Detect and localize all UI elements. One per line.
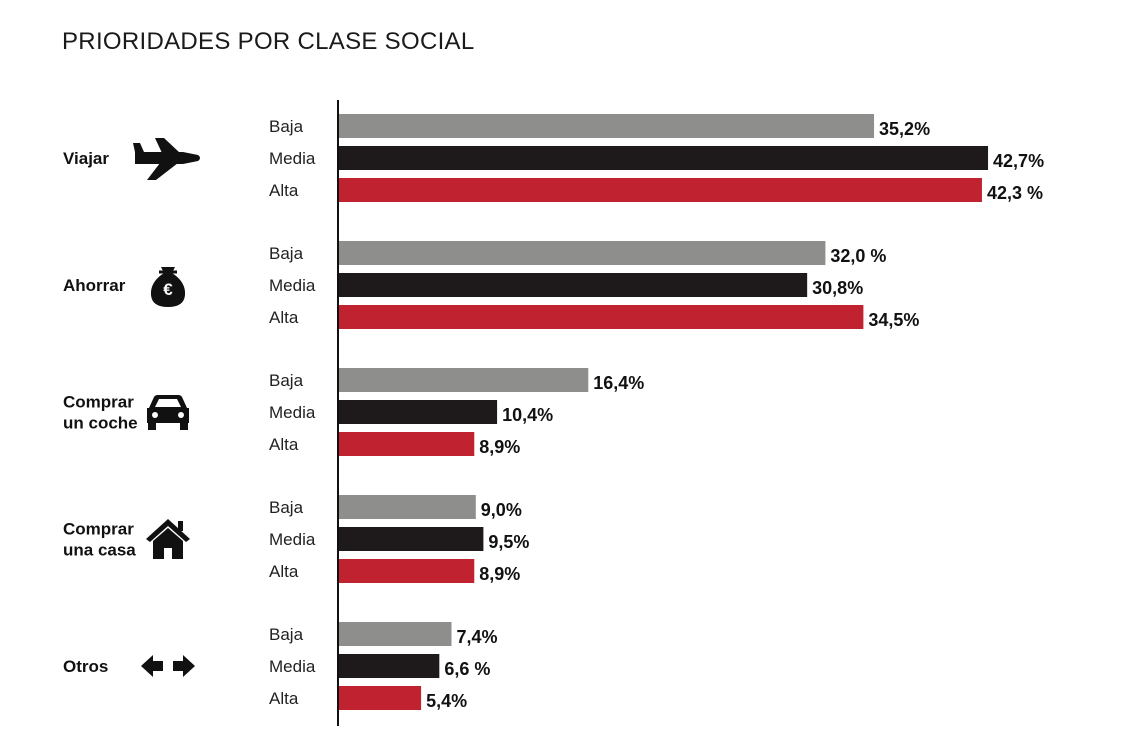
level-label: Baja bbox=[269, 117, 304, 136]
arrow-right bbox=[173, 655, 195, 677]
category-label: Viajar bbox=[63, 149, 109, 168]
bar bbox=[339, 686, 422, 710]
house-body bbox=[153, 528, 183, 559]
level-label: Baja bbox=[269, 625, 304, 644]
left-right-arrows-icon bbox=[141, 655, 195, 677]
airplane-fuselage bbox=[135, 152, 200, 164]
category-label: un coche bbox=[63, 414, 138, 433]
data-label: 5,4% bbox=[426, 691, 467, 711]
bar bbox=[339, 305, 864, 329]
level-label: Baja bbox=[269, 244, 304, 263]
bar bbox=[339, 273, 808, 297]
data-label: 42,3 % bbox=[987, 183, 1043, 203]
data-label: 9,0% bbox=[481, 500, 522, 520]
level-label: Media bbox=[269, 403, 316, 422]
level-label: Alta bbox=[269, 181, 299, 200]
category-label: Otros bbox=[63, 657, 108, 676]
level-label: Media bbox=[269, 276, 316, 295]
bar bbox=[339, 495, 476, 519]
euro-symbol: € bbox=[163, 280, 173, 299]
bar bbox=[339, 527, 484, 551]
money-bag-shape bbox=[150, 267, 186, 307]
car-wheel-right bbox=[180, 422, 188, 430]
bar bbox=[339, 559, 475, 583]
data-label: 8,9% bbox=[479, 437, 520, 457]
level-label: Media bbox=[269, 530, 316, 549]
data-label: 42,7% bbox=[993, 151, 1044, 171]
car-headlight-right bbox=[178, 412, 184, 418]
bar bbox=[339, 432, 475, 456]
level-label: Alta bbox=[269, 689, 299, 708]
level-label: Baja bbox=[269, 498, 304, 517]
level-label: Alta bbox=[269, 308, 299, 327]
bar bbox=[339, 146, 989, 170]
bar bbox=[339, 654, 440, 678]
bar bbox=[339, 622, 452, 646]
bar bbox=[339, 178, 982, 202]
category-label: Comprar bbox=[63, 393, 134, 412]
airplane-icon bbox=[133, 138, 200, 180]
airplane-wing-top bbox=[155, 138, 180, 153]
car-headlight-left bbox=[152, 412, 158, 418]
house-chimney bbox=[178, 521, 183, 531]
house-roof bbox=[146, 519, 190, 542]
bar bbox=[339, 400, 498, 424]
category-label: Ahorrar bbox=[63, 276, 126, 295]
bar bbox=[339, 114, 875, 138]
level-label: Baja bbox=[269, 371, 304, 390]
level-label: Alta bbox=[269, 562, 299, 581]
category-label: Comprar bbox=[63, 520, 134, 539]
level-label: Media bbox=[269, 149, 316, 168]
car-wheel-left bbox=[148, 422, 156, 430]
level-label: Alta bbox=[269, 435, 299, 454]
bar bbox=[339, 368, 589, 392]
data-label: 8,9% bbox=[479, 564, 520, 584]
airplane-tail bbox=[133, 143, 144, 152]
data-label: 34,5% bbox=[868, 310, 919, 330]
category-label: una casa bbox=[63, 541, 136, 560]
bar bbox=[339, 241, 826, 265]
level-label: Media bbox=[269, 657, 316, 676]
money-bag-euro-icon: € bbox=[150, 267, 186, 307]
chart-title: PRIORIDADES POR CLASE SOCIAL bbox=[62, 28, 475, 55]
airplane-wing-bottom bbox=[147, 163, 178, 180]
data-label: 9,5% bbox=[488, 532, 529, 552]
data-label: 35,2% bbox=[879, 119, 930, 139]
data-label: 10,4% bbox=[502, 405, 553, 425]
data-label: 32,0 % bbox=[830, 246, 886, 266]
car-icon bbox=[147, 395, 189, 430]
data-label: 6,6 % bbox=[444, 659, 490, 679]
data-label: 30,8% bbox=[812, 278, 863, 298]
car-windshield bbox=[155, 399, 181, 407]
arrow-left bbox=[141, 655, 163, 677]
data-label: 16,4% bbox=[593, 373, 644, 393]
data-label: 7,4% bbox=[456, 627, 497, 647]
house-icon bbox=[146, 519, 190, 559]
